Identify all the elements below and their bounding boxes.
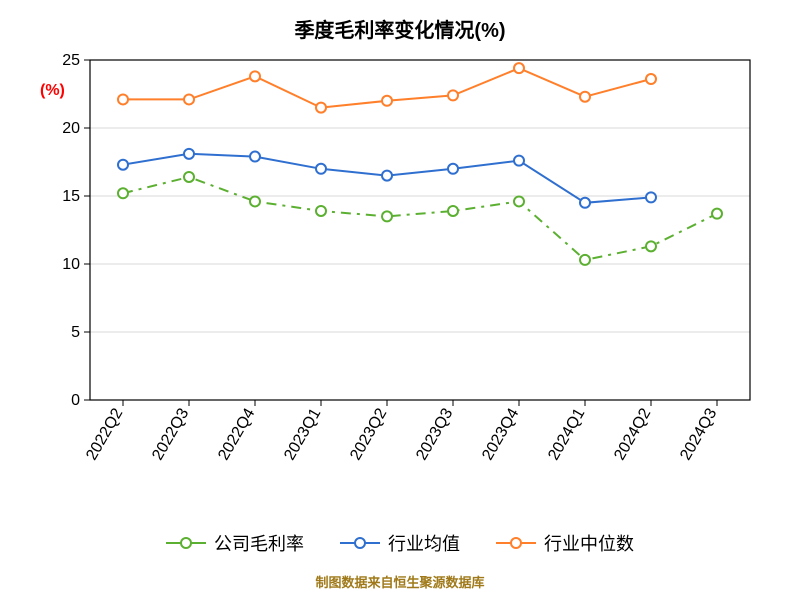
x-tick-label: 2022Q2 bbox=[83, 405, 126, 463]
series-marker-industry_mean bbox=[316, 164, 326, 174]
y-tick-label: 20 bbox=[62, 120, 80, 137]
legend-item-industry_mean: 行业均值 bbox=[340, 530, 460, 556]
legend-label-industry_median: 行业中位数 bbox=[544, 530, 634, 556]
series-marker-industry_median bbox=[118, 94, 128, 104]
series-marker-company bbox=[118, 188, 128, 198]
series-marker-industry_mean bbox=[184, 149, 194, 159]
x-tick-label: 2022Q3 bbox=[149, 405, 192, 463]
y-tick-label: 15 bbox=[62, 188, 80, 205]
legend-item-industry_median: 行业中位数 bbox=[496, 530, 634, 556]
x-tick-label: 2023Q3 bbox=[413, 405, 456, 463]
y-tick-label: 0 bbox=[71, 392, 80, 409]
x-tick-label: 2024Q2 bbox=[611, 405, 654, 463]
chart-container: 季度毛利率变化情况(%) (%) 0510152025 2022Q22022Q3… bbox=[0, 0, 800, 600]
series-marker-industry_mean bbox=[250, 152, 260, 162]
series-marker-industry_median bbox=[646, 74, 656, 84]
series-marker-company bbox=[712, 209, 722, 219]
legend-swatch-company bbox=[166, 535, 206, 551]
series-marker-company bbox=[514, 196, 524, 206]
x-tick-label: 2024Q1 bbox=[545, 405, 588, 463]
y-tick-label: 10 bbox=[62, 256, 80, 273]
x-tick-label: 2024Q3 bbox=[677, 405, 720, 463]
series-marker-industry_median bbox=[514, 63, 524, 73]
chart-footer: 制图数据来自恒生聚源数据库 bbox=[0, 572, 800, 591]
series-marker-company bbox=[646, 241, 656, 251]
y-tick-label: 25 bbox=[62, 52, 80, 69]
series-marker-industry_median bbox=[184, 94, 194, 104]
series-group bbox=[118, 63, 722, 265]
series-line-company bbox=[123, 177, 717, 260]
x-tick-label: 2023Q1 bbox=[281, 405, 324, 463]
x-tick-label: 2023Q4 bbox=[479, 405, 522, 463]
axes bbox=[90, 60, 750, 400]
series-marker-industry_median bbox=[448, 90, 458, 100]
legend-item-company: 公司毛利率 bbox=[166, 530, 304, 556]
series-marker-industry_median bbox=[580, 92, 590, 102]
legend-label-company: 公司毛利率 bbox=[214, 530, 304, 556]
x-ticks: 2022Q2 2022Q3 2022Q4 2023Q1 2023Q2 2023Q3 2023… bbox=[83, 400, 720, 463]
legend-swatch-industry_mean bbox=[340, 535, 380, 551]
series-marker-industry_mean bbox=[118, 160, 128, 170]
y-tick-label: 5 bbox=[71, 324, 80, 341]
x-tick-label: 2022Q4 bbox=[215, 405, 258, 463]
series-marker-industry_mean bbox=[580, 198, 590, 208]
x-tick-label: 2023Q2 bbox=[347, 405, 390, 463]
series-marker-industry_mean bbox=[382, 171, 392, 181]
series-marker-company bbox=[448, 206, 458, 216]
series-marker-industry_mean bbox=[448, 164, 458, 174]
y-ticks: 0 5 10 15 20 25 bbox=[62, 52, 90, 409]
series-marker-company bbox=[250, 196, 260, 206]
series-marker-company bbox=[184, 172, 194, 182]
series-marker-industry_mean bbox=[646, 192, 656, 202]
grid bbox=[90, 60, 750, 400]
legend: 公司毛利率 行业均值 行业中位数 bbox=[0, 530, 800, 556]
series-marker-industry_median bbox=[316, 103, 326, 113]
series-marker-company bbox=[316, 206, 326, 216]
series-marker-industry_median bbox=[250, 71, 260, 81]
legend-label-industry_mean: 行业均值 bbox=[388, 530, 460, 556]
series-marker-company bbox=[382, 211, 392, 221]
legend-swatch-industry_median bbox=[496, 535, 536, 551]
series-marker-company bbox=[580, 255, 590, 265]
series-marker-industry_median bbox=[382, 96, 392, 106]
series-marker-industry_mean bbox=[514, 156, 524, 166]
plot-svg: 0 5 10 15 20 25 2022Q2 2022Q3 2022Q4 2023Q1 2023Q… bbox=[0, 0, 800, 600]
